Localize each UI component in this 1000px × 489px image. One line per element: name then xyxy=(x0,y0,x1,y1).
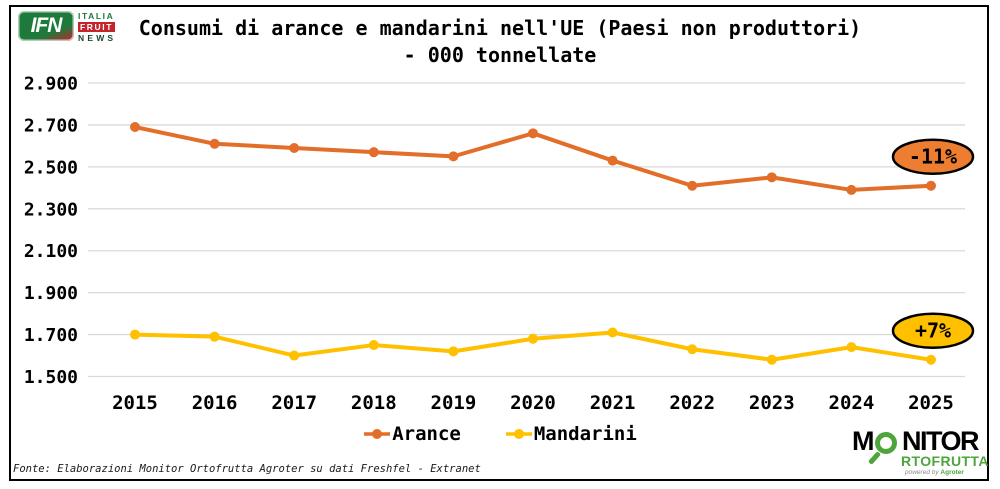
data-point-mandarini xyxy=(209,331,220,342)
data-point-arance xyxy=(448,151,459,162)
data-point-mandarini xyxy=(766,354,777,365)
x-tick-label: 2020 xyxy=(510,392,556,414)
magnifier-icon xyxy=(875,432,897,454)
y-tick-label: 2.500 xyxy=(24,157,78,178)
data-point-mandarini xyxy=(130,329,140,340)
data-point-arance xyxy=(209,138,220,149)
ifn-logo: IFN ITALIA FRUIT NEWS xyxy=(18,11,116,43)
data-point-arance xyxy=(766,172,777,183)
data-point-arance xyxy=(528,128,538,139)
data-point-mandarini xyxy=(687,344,698,355)
x-tick-label: 2017 xyxy=(271,392,317,414)
data-point-mandarini xyxy=(846,342,857,353)
monitor-logo-powered-by: powered by Agroter xyxy=(905,469,964,476)
monitor-ortofrutta-logo: M NITOR RTOFRUTTA powered by Agroter xyxy=(852,428,990,478)
data-point-arance xyxy=(289,142,300,153)
data-point-arance xyxy=(926,180,936,191)
page-border xyxy=(9,5,989,481)
chart-legend: Arance Mandarini xyxy=(0,423,1000,445)
data-point-arance xyxy=(607,155,618,166)
data-point-mandarini xyxy=(448,346,459,357)
ifn-logo-fruit: FRUIT xyxy=(78,22,116,32)
data-point-mandarini xyxy=(607,327,618,338)
annotation-badge-mandarini xyxy=(891,312,975,349)
data-point-mandarini xyxy=(289,350,300,361)
data-point-arance xyxy=(687,180,698,191)
data-point-mandarini xyxy=(528,333,538,344)
ifn-logo-news: NEWS xyxy=(78,33,117,43)
monitor-logo-nitor: NITOR xyxy=(902,426,980,456)
y-tick-label: 1.500 xyxy=(24,367,78,388)
powered-by-text: powered by xyxy=(905,469,939,476)
y-tick-label: 2.100 xyxy=(24,241,78,262)
legend-item-mandarini: Mandarini xyxy=(505,423,637,445)
data-point-mandarini xyxy=(368,340,379,351)
x-tick-label: 2015 xyxy=(112,392,158,414)
x-tick-label: 2019 xyxy=(431,392,477,414)
chart-title: Consumi di arance e mandarini nell'UE (P… xyxy=(30,15,970,69)
x-tick-label: 2016 xyxy=(192,392,238,414)
y-tick-label: 2.700 xyxy=(24,115,78,136)
data-point-arance xyxy=(846,184,857,195)
chart-title-line1: Consumi di arance e mandarini nell'UE (P… xyxy=(138,16,862,40)
x-tick-label: 2024 xyxy=(829,392,875,414)
legend-label: Arance xyxy=(392,423,461,445)
y-tick-label: 1.700 xyxy=(24,325,78,346)
y-tick-label: 2.900 xyxy=(24,74,78,95)
source-note: Fonte: Elaborazioni Monitor Ortofrutta A… xyxy=(13,463,481,475)
monitor-logo-m: M xyxy=(852,426,874,456)
data-point-arance xyxy=(368,147,379,158)
ifn-logo-mark: IFN xyxy=(18,11,74,41)
data-point-mandarini xyxy=(926,354,936,365)
monitor-logo-ortofrutta: RTOFRUTTA xyxy=(901,453,989,469)
chart-title-line2: - 000 tonnellate xyxy=(403,43,597,67)
data-point-arance xyxy=(130,122,140,133)
x-tick-label: 2023 xyxy=(749,392,795,414)
x-tick-label: 2022 xyxy=(669,392,715,414)
annotation-label-mandarini: +7% xyxy=(915,319,951,343)
ifn-logo-italia: ITALIA xyxy=(78,11,115,21)
legend-label: Mandarini xyxy=(533,423,637,445)
legend-marker-icon xyxy=(505,429,532,439)
x-tick-label: 2018 xyxy=(351,392,397,414)
agroter-brand: Agroter xyxy=(940,469,964,476)
legend-marker-icon xyxy=(364,429,391,439)
y-tick-label: 1.900 xyxy=(24,283,78,304)
ifn-logo-wordmark: ITALIA FRUIT NEWS xyxy=(78,11,116,43)
y-tick-label: 2.300 xyxy=(24,199,78,220)
legend-item-arance: Arance xyxy=(363,423,461,445)
x-tick-label: 2025 xyxy=(908,392,954,414)
annotation-label-arance: -11% xyxy=(909,145,957,169)
annotation-badge-arance xyxy=(891,138,975,175)
x-tick-label: 2021 xyxy=(590,392,636,414)
